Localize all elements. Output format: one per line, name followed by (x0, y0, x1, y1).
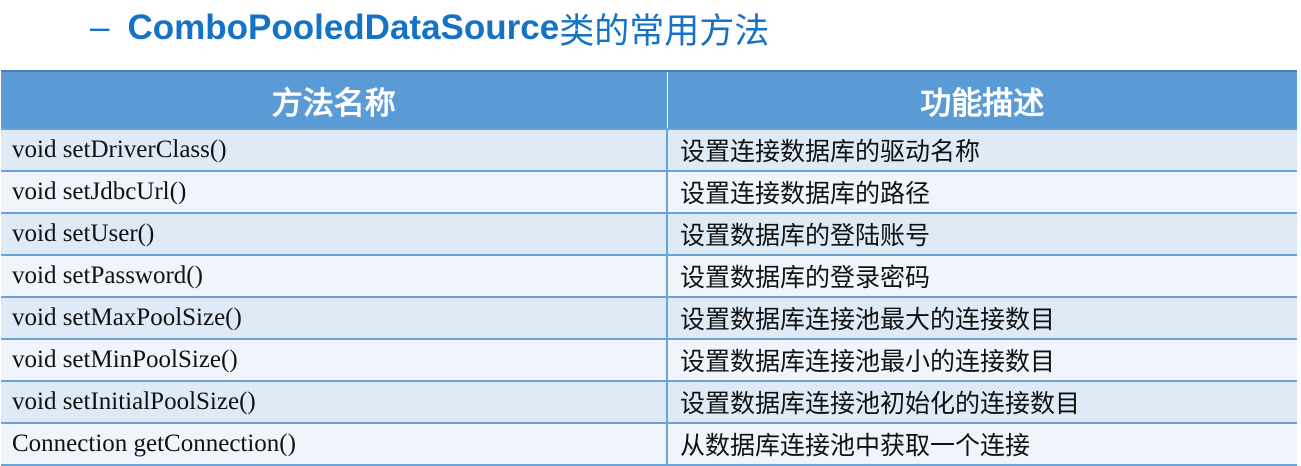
table-row: Connection getConnection() 从数据库连接池中获取一个连… (1, 422, 1297, 466)
description-cell: 从数据库连接池中获取一个连接 (666, 422, 1297, 466)
table-row: void setPassword() 设置数据库的登录密码 (1, 254, 1297, 297)
table-row: void setJdbcUrl() 设置连接数据库的路径 (1, 170, 1297, 213)
title-suffix: 类的常用方法 (559, 11, 770, 52)
description-cell: 设置连接数据库的驱动名称 (666, 128, 1297, 171)
method-cell: void setMaxPoolSize() (1, 296, 667, 339)
description-cell: 设置数据库连接池最小的连接数目 (666, 338, 1297, 381)
table-row: void setMaxPoolSize() 设置数据库连接池最大的连接数目 (1, 296, 1297, 339)
method-cell: Connection getConnection() (1, 422, 667, 466)
description-cell: 设置数据库连接池初始化的连接数目 (666, 380, 1297, 423)
description-cell: 设置数据库连接池最大的连接数目 (666, 296, 1297, 339)
description-cell: 设置数据库的登陆账号 (666, 212, 1297, 255)
table-row: void setDriverClass() 设置连接数据库的驱动名称 (1, 128, 1297, 171)
header-method-name: 方法名称 (1, 70, 667, 129)
table-row: void setInitialPoolSize() 设置数据库连接池初始化的连接… (1, 380, 1297, 423)
header-description: 功能描述 (666, 70, 1297, 129)
description-cell: 设置数据库的登录密码 (666, 254, 1297, 297)
method-cell: void setInitialPoolSize() (1, 380, 667, 423)
method-cell: void setDriverClass() (1, 128, 667, 171)
description-cell: 设置连接数据库的路径 (666, 170, 1297, 213)
title-bullet-dash: – (90, 8, 110, 47)
table-header-row: 方法名称 功能描述 (1, 70, 1297, 129)
methods-table: 方法名称 功能描述 void setDriverClass() 设置连接数据库的… (1, 70, 1297, 466)
method-cell: void setMinPoolSize() (1, 338, 667, 381)
table-row: void setUser() 设置数据库的登陆账号 (1, 212, 1297, 255)
slide-title: – ComboPooledDataSource 类的常用方法 (90, 2, 769, 54)
table-row: void setMinPoolSize() 设置数据库连接池最小的连接数目 (1, 338, 1297, 381)
method-cell: void setPassword() (1, 254, 667, 297)
method-cell: void setUser() (1, 212, 667, 255)
method-cell: void setJdbcUrl() (1, 170, 667, 213)
title-class-name: ComboPooledDataSource (127, 8, 560, 47)
